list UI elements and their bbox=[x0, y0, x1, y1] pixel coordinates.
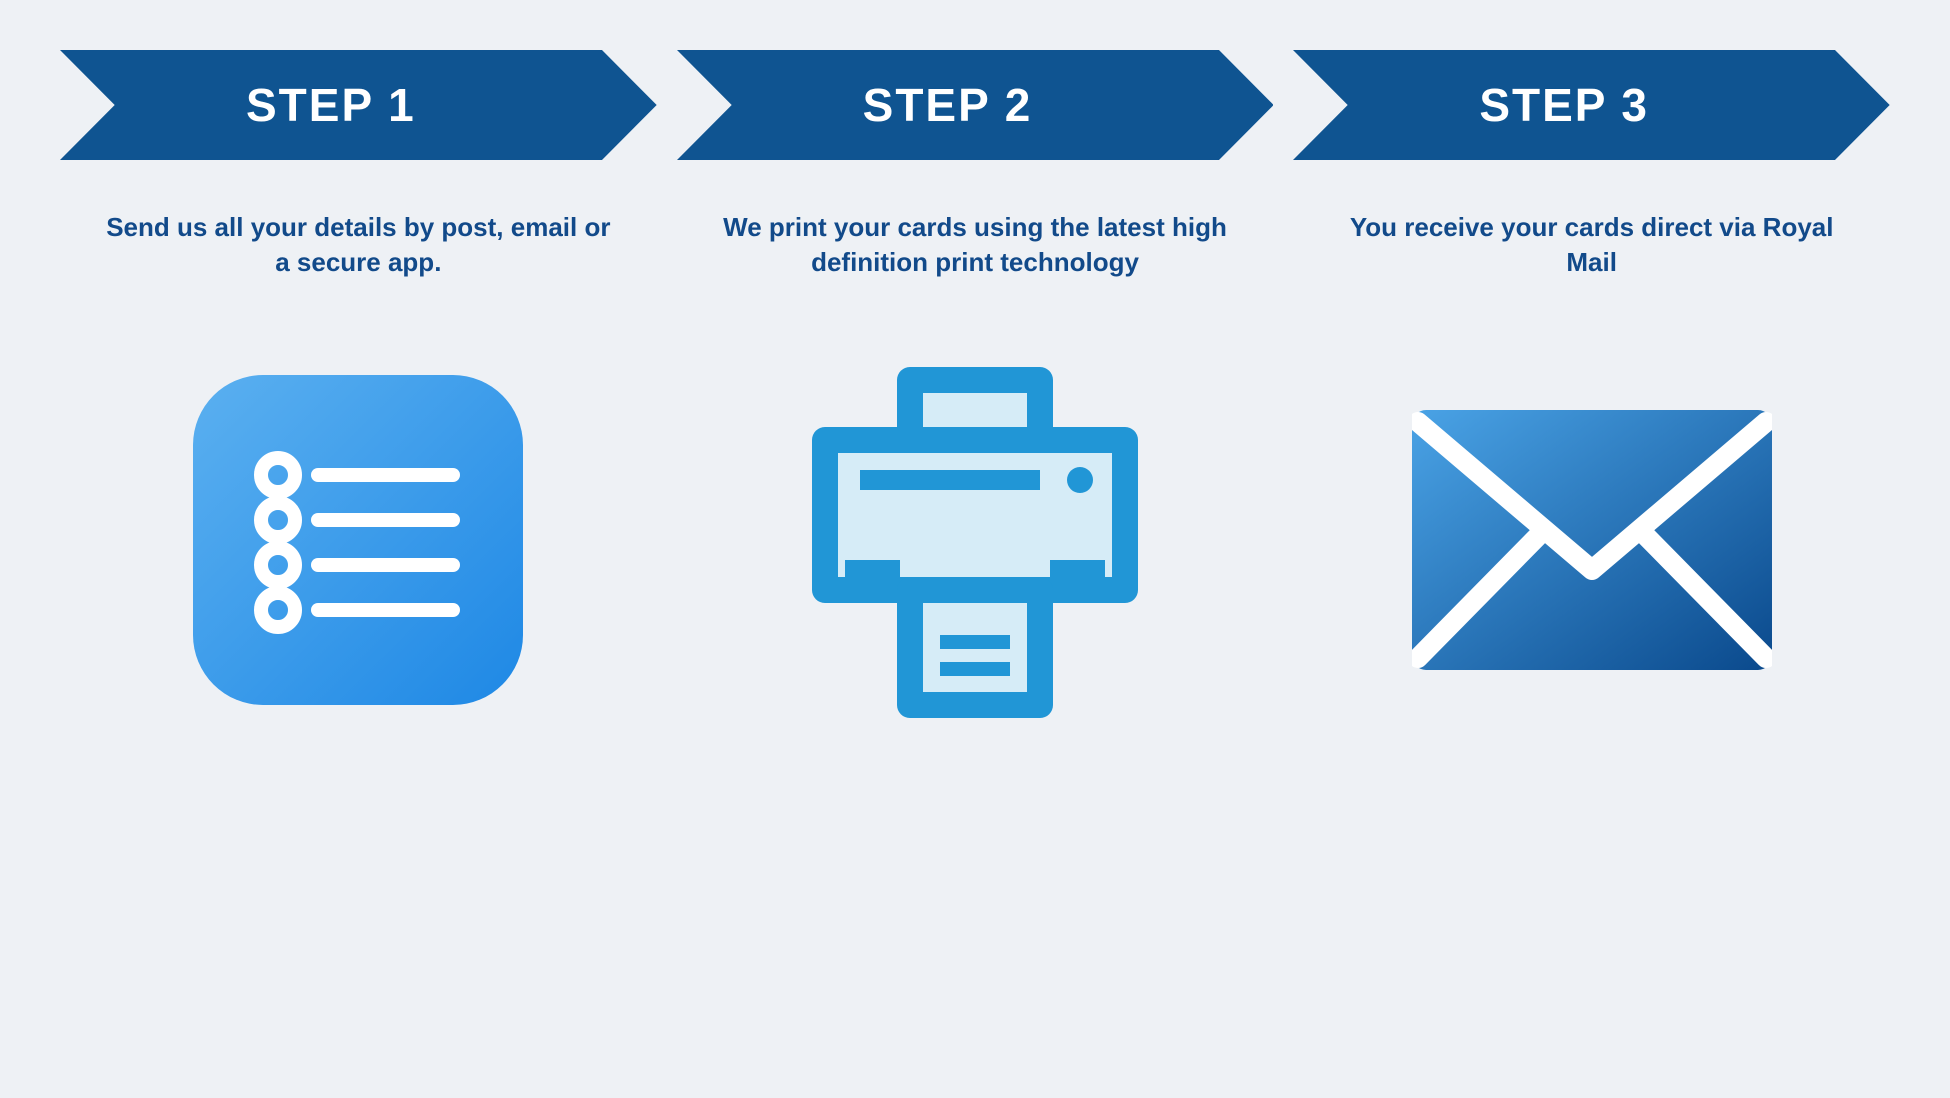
step-3-column: STEP 3 You receive your cards direct via… bbox=[1293, 50, 1890, 730]
envelope-icon bbox=[1402, 350, 1782, 730]
step-1-description: Send us all your details by post, email … bbox=[98, 210, 618, 290]
step-2-column: STEP 2 We print your cards using the lat… bbox=[677, 50, 1274, 730]
step-1-chevron: STEP 1 bbox=[60, 50, 657, 160]
step-2-description: We print your cards using the latest hig… bbox=[715, 210, 1235, 290]
step-1-label: STEP 1 bbox=[60, 50, 602, 160]
steps-infographic: STEP 1 Send us all your details by post,… bbox=[0, 0, 1950, 730]
step-3-chevron: STEP 3 bbox=[1293, 50, 1890, 160]
step-3-description: You receive your cards direct via Royal … bbox=[1332, 210, 1852, 290]
step-1-column: STEP 1 Send us all your details by post,… bbox=[60, 50, 657, 730]
step-3-label: STEP 3 bbox=[1293, 50, 1835, 160]
step-2-chevron: STEP 2 bbox=[677, 50, 1274, 160]
printer-icon bbox=[785, 350, 1165, 730]
list-icon bbox=[168, 350, 548, 730]
step-2-label: STEP 2 bbox=[677, 50, 1219, 160]
